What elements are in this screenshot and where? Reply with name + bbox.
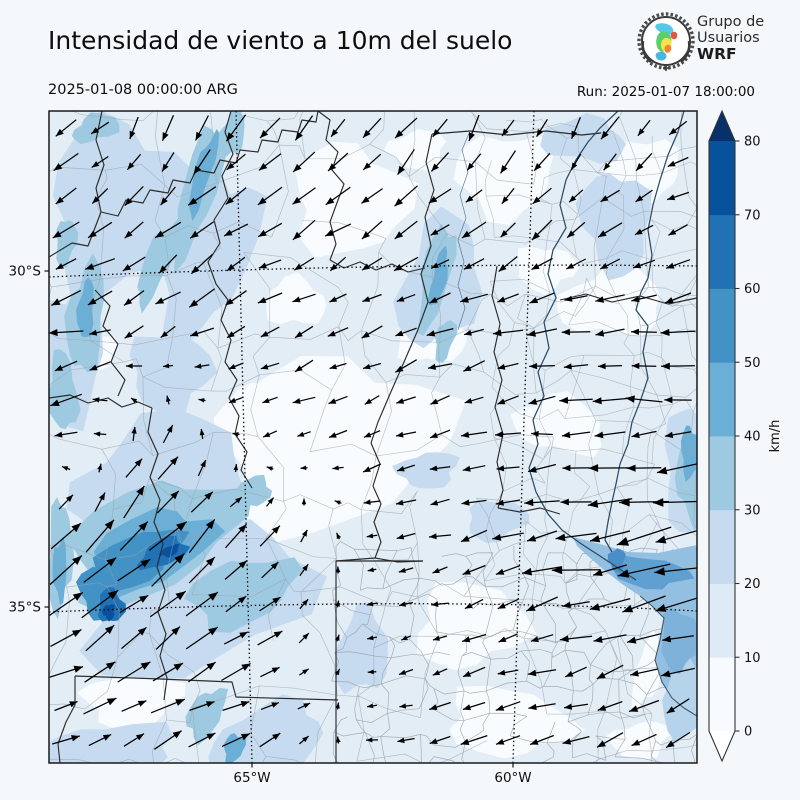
colorbar-tick-label: 40 [744,430,761,445]
colorbar-tick-label: 70 [744,208,761,223]
run-time-label: Run: 2025-01-07 18:00:00 [576,84,755,100]
logo-line-1: Grupo de [697,14,765,30]
wind-arrows [49,114,697,750]
colorbar-tick-label: 30 [744,503,761,518]
valid-time-label: 2025-01-08 00:00:00 ARG [48,82,238,98]
map-layers [49,111,697,763]
colorbar-tick-label: 10 [744,651,761,666]
colorbar: 0 10 20 30 40 50 60 70 80 km/h [708,109,783,763]
lon-tick-label: 60°W [494,770,531,786]
logo-line-2: Usuarios [697,30,760,46]
page-title: Intensidad de viento a 10m del suelo [48,26,513,55]
wrf-globe-icon [637,12,695,71]
colorbar-tick-label: 60 [744,282,761,297]
logo-line-3: WRF [697,45,737,63]
lat-tick-label: 30°S [9,264,42,280]
lat-tick-label: 35°S [9,600,42,616]
axis-labels: 30°S 35°S 65°W 60°W [9,264,532,787]
colorbar-tick-label: 0 [744,725,752,740]
wrf-logo: Grupo de Usuarios WRF [637,12,797,74]
rivers [457,111,685,581]
colorbar-unit-label: km/h [768,420,783,453]
colorbar-tick-label: 50 [744,356,761,371]
logo-text: Grupo de Usuarios WRF [697,14,764,62]
map-frame [48,110,698,764]
lon-tick-label: 65°W [233,770,270,786]
graticule-lines [49,111,697,763]
colorbar-tick-label: 20 [744,577,761,592]
province-borders [49,111,697,763]
colorbar-tick-label: 80 [744,135,761,150]
